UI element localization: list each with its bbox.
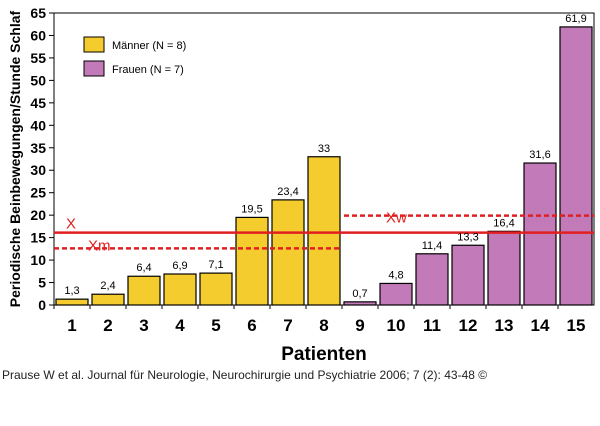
y-tick-label: 25 (30, 185, 46, 201)
bar-value-label: 11,4 (422, 240, 443, 252)
y-tick-label: 45 (30, 95, 46, 111)
bar-patient-10 (379, 282, 413, 306)
bar-patient-2 (91, 293, 125, 306)
bar-patient-9 (343, 301, 377, 306)
bar-value-label: 31,6 (529, 149, 550, 161)
bar-value-label: 6,9 (172, 260, 187, 272)
bar-value-label: 1,3 (64, 285, 79, 297)
legend-label: Frauen (N = 7) (112, 64, 184, 76)
y-axis-label: Periodische Beinbewegungen/Stunde Schlaf (7, 10, 23, 307)
bar-value-label: 13,3 (457, 231, 478, 243)
bar-value-label: 61,9 (565, 13, 586, 25)
reference-label-xm: Xm (88, 237, 111, 254)
bar-patient-11 (415, 253, 449, 306)
bar-patient-3 (127, 275, 161, 306)
reference-label-xw: Xw (386, 210, 407, 227)
bar-value-label: 6,4 (136, 262, 151, 274)
bar-patient-13 (487, 230, 521, 306)
x-tick-label: 11 (423, 316, 441, 335)
bar-patient-12 (451, 244, 485, 306)
bar-patient-14 (523, 162, 557, 306)
y-tick-label: 10 (30, 252, 46, 268)
x-tick-label: 3 (139, 316, 148, 335)
x-tick-label: 4 (175, 316, 185, 335)
y-tick-label: 65 (30, 5, 46, 21)
bar-value-label: 19,5 (241, 203, 262, 215)
legend-swatch (83, 36, 105, 53)
y-tick-label: 60 (30, 27, 46, 43)
bar-patient-4 (163, 273, 197, 306)
y-tick-label: 40 (30, 117, 46, 133)
bar-value-label: 0,7 (352, 288, 367, 300)
bar-value-label: 7,1 (208, 259, 223, 271)
y-tick-label: 0 (38, 297, 46, 313)
bar-value-label: 4,8 (388, 269, 403, 281)
x-tick-label: 15 (567, 316, 586, 335)
y-tick-label: 15 (30, 230, 46, 246)
bar-value-label: 33 (318, 143, 330, 155)
bar-patient-7 (271, 199, 305, 306)
x-tick-label: 1 (67, 316, 76, 335)
x-tick-label: 10 (387, 316, 406, 335)
reference-label-x: X (66, 216, 76, 233)
x-axis-label: Patienten (281, 344, 367, 365)
x-tick-label: 12 (459, 316, 478, 335)
y-tick-label: 35 (30, 140, 46, 156)
y-tick-label: 50 (30, 72, 46, 88)
x-tick-label: 5 (211, 316, 220, 335)
bar-value-label: 2,4 (100, 280, 115, 292)
y-tick-label: 55 (30, 50, 46, 66)
legend-label: Männer (N = 8) (112, 40, 186, 52)
x-tick-label: 8 (319, 316, 328, 335)
bar-patient-15 (559, 26, 593, 306)
legend: Männer (N = 8) Frauen (N = 7) (83, 36, 186, 77)
x-tick-label: 7 (283, 316, 292, 335)
bar-value-label: 16,4 (493, 217, 514, 229)
y-tick-label: 20 (30, 207, 46, 223)
legend-swatch (83, 60, 105, 77)
y-tick-label: 5 (38, 275, 46, 291)
bar-patient-5 (199, 272, 233, 306)
bar-patient-1 (55, 298, 89, 306)
x-tick-label: 6 (247, 316, 256, 335)
bar-value-label: 23,4 (277, 186, 298, 198)
bar-patient-6 (235, 216, 269, 306)
y-tick-label: 30 (30, 162, 46, 178)
bar-patient-8 (307, 156, 341, 306)
x-tick-label: 14 (531, 316, 550, 335)
citation-text: Prause W et al. Journal für Neurologie, … (2, 368, 488, 382)
x-tick-label: 2 (103, 316, 112, 335)
x-tick-label: 13 (495, 316, 514, 335)
x-tick-label: 9 (355, 316, 364, 335)
